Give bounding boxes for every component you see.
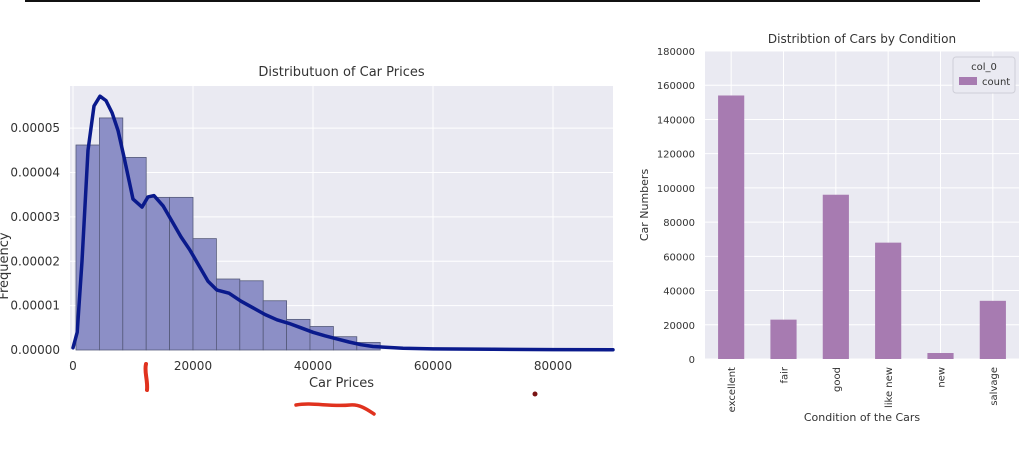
legend-swatch xyxy=(959,77,977,85)
x-tick-label: 20000 xyxy=(174,359,212,373)
y-tick-label: 20000 xyxy=(663,321,695,332)
x-tick-label: good xyxy=(832,367,843,392)
x-tick-label: 80000 xyxy=(534,359,572,373)
y-tick-label: 0.00002 xyxy=(10,254,60,268)
y-tick-label: 0.00005 xyxy=(10,121,60,135)
y-axis-label: Frequency xyxy=(0,232,12,299)
legend-title: col_0 xyxy=(971,62,997,73)
histogram-bar xyxy=(262,300,288,351)
y-tick-label: 0.00004 xyxy=(10,166,60,180)
x-tick-label: excellent xyxy=(727,367,738,412)
category-bar xyxy=(927,353,954,359)
chart-title: Distribtion of Cars by Condition xyxy=(768,32,956,46)
category-bar xyxy=(718,95,745,359)
x-tick-label: like new xyxy=(884,367,895,408)
y-tick-label: 120000 xyxy=(657,150,695,161)
category-bar xyxy=(822,194,849,359)
cars-by-condition-bar-chart: 0 20000 40000 60000 80000 100000 120000 140000 1… xyxy=(638,32,1019,424)
x-tick-label: 60000 xyxy=(414,359,452,373)
y-tick-label: 140000 xyxy=(657,115,695,126)
legend-label: count xyxy=(982,77,1010,88)
plot-area xyxy=(705,51,1019,359)
histogram-bar xyxy=(192,238,217,351)
histogram-bar xyxy=(122,157,147,351)
y-tick-label: 0.00000 xyxy=(10,343,60,357)
x-tick-label: fair xyxy=(780,366,791,383)
y-tick-label: 180000 xyxy=(657,47,695,58)
x-axis-label: Car Prices xyxy=(309,376,374,391)
category-bar xyxy=(979,300,1006,359)
y-tick-label: 100000 xyxy=(657,184,695,195)
top-rule xyxy=(25,0,980,2)
y-tick-label: 0.00001 xyxy=(10,299,60,313)
density-line xyxy=(71,94,615,352)
histogram-bar xyxy=(99,117,124,351)
car-prices-histogram: 0.00000 0.00001 0.00002 0.00003 0.00004 0.000… xyxy=(0,65,615,391)
y-tick-label: 0.00003 xyxy=(10,210,60,224)
category-bar xyxy=(875,242,902,359)
x-tick-label: 40000 xyxy=(294,359,332,373)
y-tick-label: 80000 xyxy=(663,218,695,229)
category-bar xyxy=(770,319,797,359)
x-axis-label: Condition of the Cars xyxy=(804,411,921,424)
x-tick-label: new xyxy=(937,367,948,388)
y-tick-label: 60000 xyxy=(663,252,695,263)
y-tick-label: 0 xyxy=(689,355,695,366)
histogram-bar xyxy=(145,196,170,351)
y-axis-label: Car Numbers xyxy=(638,169,651,242)
x-tick-label: 0 xyxy=(69,359,77,373)
x-tick-label: salvage xyxy=(989,367,1000,406)
histogram-bar xyxy=(239,280,264,351)
chart-title: Distributuon of Car Prices xyxy=(258,65,424,80)
y-tick-label: 40000 xyxy=(663,287,695,298)
y-tick-label: 160000 xyxy=(657,81,695,92)
